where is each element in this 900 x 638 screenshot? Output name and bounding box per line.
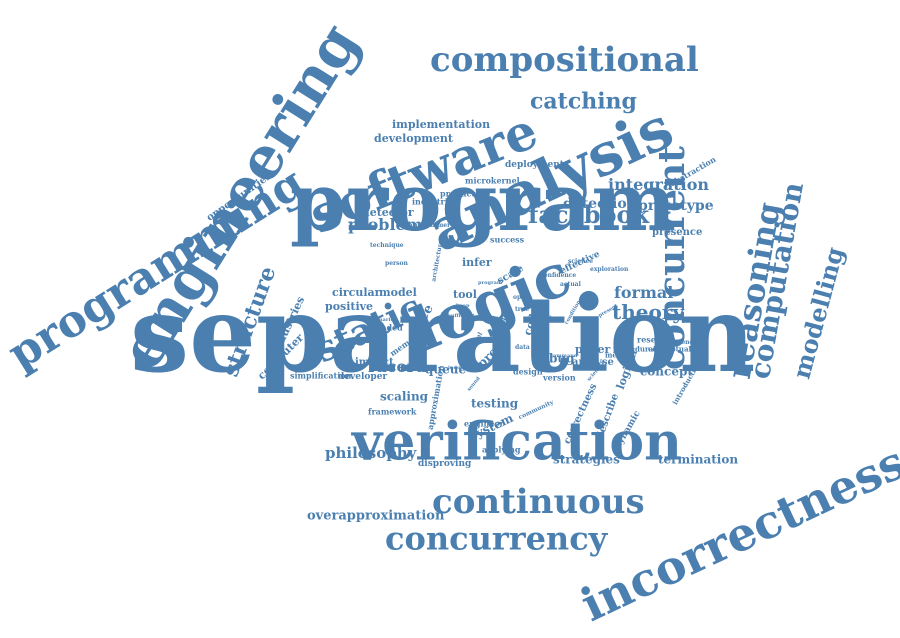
- word-compositional: compositional: [430, 39, 699, 80]
- word-exploration: exploration: [590, 266, 629, 274]
- word-procedural: procedural: [613, 344, 656, 354]
- word-analyse: analyse: [572, 357, 614, 368]
- word-disproving: disproving: [418, 458, 472, 469]
- word-science: science: [568, 258, 593, 266]
- word-microkernel: microkernel: [465, 175, 520, 186]
- word-confidence: confidence: [540, 272, 577, 280]
- word-version: version: [543, 372, 576, 383]
- word-paper: paper: [575, 343, 611, 357]
- word-recurrence: recurrence: [660, 339, 697, 347]
- word-technique: technique: [370, 242, 404, 250]
- word-framework: framework: [368, 406, 417, 417]
- word-design: design: [513, 366, 543, 377]
- word-program: program: [290, 155, 677, 249]
- word-queue: queue: [425, 362, 467, 377]
- word-philosophy: philosophy: [325, 444, 417, 462]
- word-detection: detection: [563, 195, 637, 212]
- word-detector: detector: [362, 206, 414, 220]
- word-circular: circular: [332, 286, 381, 300]
- word-continuous: continuous: [432, 481, 645, 522]
- word-body: body: [580, 300, 594, 306]
- word-data: data: [515, 344, 530, 352]
- word-positive: positive: [325, 300, 374, 314]
- word-prototype: prototype: [638, 197, 714, 214]
- word-theory: theory: [612, 300, 685, 324]
- word-development: development: [374, 132, 454, 146]
- word-test: test: [486, 316, 499, 324]
- word-meta: meta: [535, 314, 552, 322]
- word-separation: separation: [130, 272, 756, 396]
- word-integration: integration: [608, 175, 710, 195]
- word-implementation: implementation: [392, 118, 491, 132]
- word-concept: concept: [640, 364, 693, 379]
- word-extended: extended: [362, 322, 403, 333]
- word-developer: developer: [338, 371, 388, 382]
- word-program: program: [478, 280, 503, 286]
- word-industrial: industrial: [412, 196, 456, 207]
- word-conceptual: conceptual: [648, 344, 692, 354]
- word-testing: testing: [471, 396, 519, 411]
- word-scaling: scaling: [380, 389, 429, 404]
- word-strategies: strategies: [553, 452, 620, 467]
- word-model: model: [379, 286, 417, 300]
- word-presence: presence: [652, 227, 703, 238]
- word-catching: catching: [530, 88, 637, 115]
- word-facebook: facebook: [528, 199, 650, 229]
- word-open: open: [513, 294, 530, 302]
- word-scenario: scenario: [370, 317, 394, 323]
- word-overapproximation: overapproximation: [307, 508, 445, 524]
- word-verification: verification: [352, 411, 682, 473]
- word-formal: formal: [614, 283, 674, 303]
- word-person: person: [385, 260, 408, 268]
- word-bug: bug: [549, 351, 575, 366]
- word-sufficient-112: sufficient: [448, 313, 475, 319]
- word-actual: actual: [560, 281, 581, 289]
- word-true: true: [515, 306, 530, 314]
- word-deployment: deployment: [505, 159, 564, 170]
- word-concurrency: concurrency: [385, 519, 608, 558]
- word-racerd: racerd: [368, 357, 427, 377]
- word-method: method: [605, 350, 635, 360]
- word-problem: problem: [348, 215, 423, 235]
- word-research: research: [637, 334, 676, 345]
- word-impact: impact: [355, 357, 394, 368]
- word-engineer: engineer: [464, 418, 504, 429]
- word-production: production: [440, 188, 490, 199]
- word-programmer: programmer: [408, 222, 451, 230]
- word-industry: industry: [448, 365, 472, 371]
- word-command: command: [550, 353, 578, 359]
- word-applying: applying: [482, 444, 521, 455]
- word-simplification: simplification: [290, 370, 352, 381]
- word-tool: tool: [453, 288, 477, 302]
- word-frame: frame: [368, 335, 385, 341]
- word-modelling: modelling: [786, 243, 850, 382]
- word-termination: termination: [658, 452, 739, 467]
- word-success: success: [490, 234, 525, 245]
- word-heap: heap: [456, 303, 470, 309]
- word-infer: infer: [462, 256, 492, 270]
